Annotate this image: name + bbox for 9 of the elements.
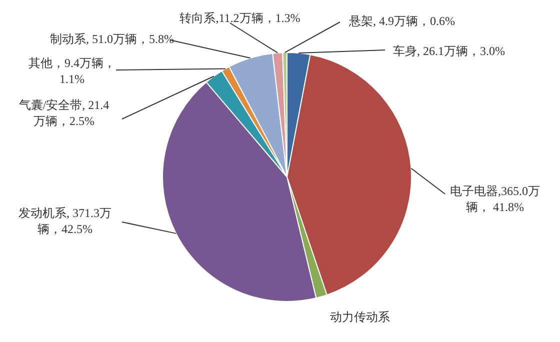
slice-label: 电子电器,365.0万辆， 41.8%: [450, 184, 540, 214]
slice-label: 车身, 26.1万辆，3.0%: [393, 44, 505, 58]
slice-label: 转向系,11.2万辆，1.3%: [180, 11, 300, 26]
slice-label: 其他，9.4万辆，1.1%: [28, 56, 116, 86]
slice-label: 动力传动系: [330, 310, 390, 324]
slice-label: 制动系, 51.0万辆，5.8%: [50, 32, 174, 46]
slice-label: 悬架, 4.9万辆，0.6%: [348, 14, 455, 28]
slice-label: 发动机系, 371.3万辆，42.5%: [18, 206, 112, 236]
slice-label: 气囊/安全带, 21.4万辆，2.5%: [18, 98, 110, 128]
